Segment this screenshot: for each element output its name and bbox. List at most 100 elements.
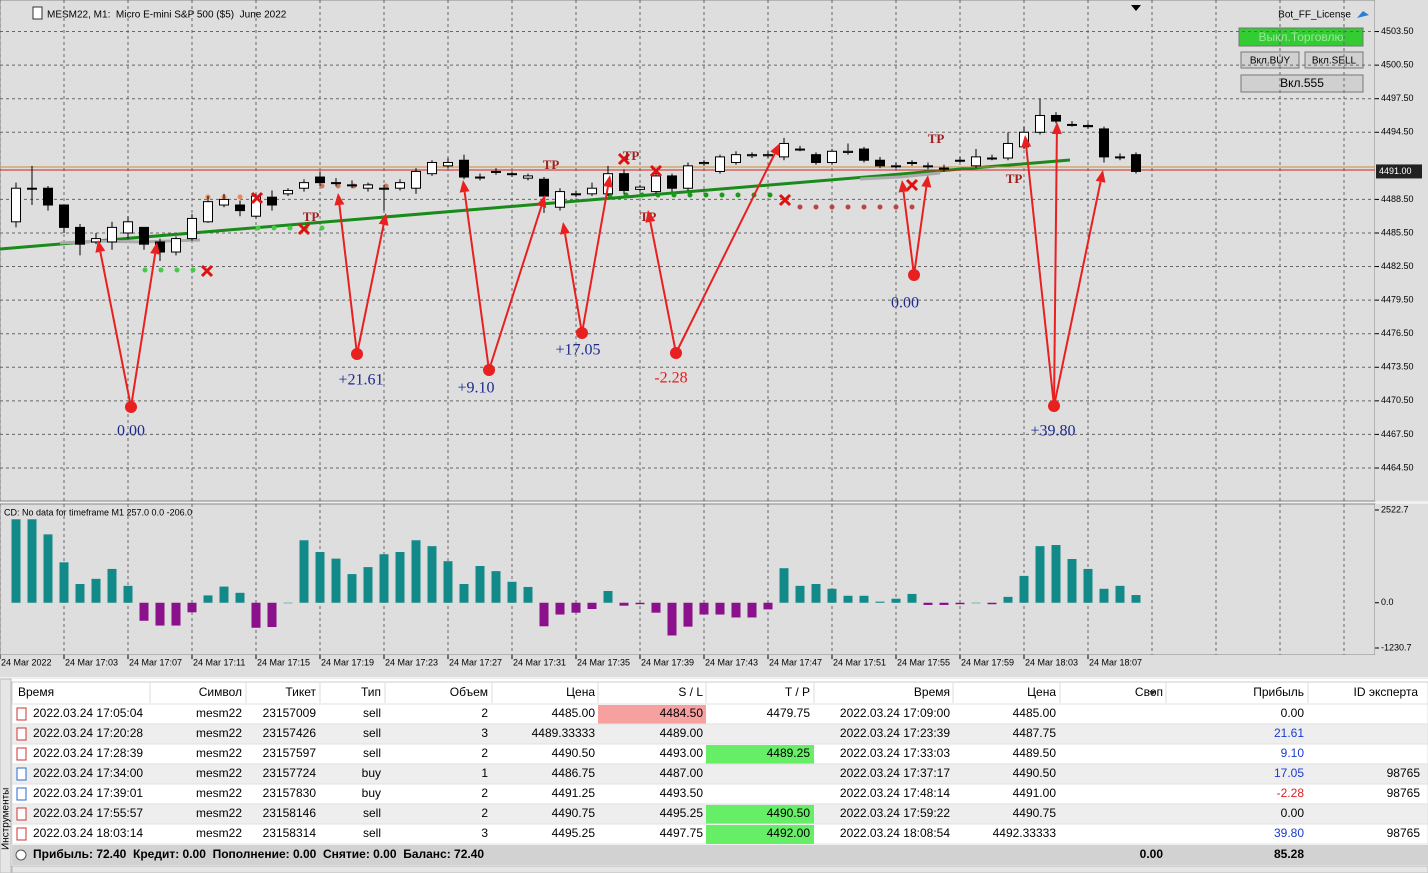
row-icon	[16, 787, 27, 801]
candle-body	[891, 165, 901, 168]
table-cell: mesm22	[196, 826, 242, 840]
shift-marker	[1131, 5, 1141, 11]
y-tick-label: 4464.50	[1381, 462, 1414, 472]
candle-body	[283, 189, 293, 195]
table-cell: 3	[481, 826, 488, 840]
trade-dot	[908, 269, 920, 281]
histogram-bar	[11, 519, 21, 603]
table-cell: 4489.00	[660, 726, 704, 740]
candle-body	[1099, 128, 1109, 158]
candle-body	[1131, 154, 1141, 172]
histogram-bar	[1131, 595, 1141, 603]
table-cell: 4490.50	[767, 806, 811, 820]
button-label[interactable]: Вкл.BUY	[1250, 56, 1291, 67]
candle-body	[763, 154, 773, 157]
table-cell: 2022.03.24 17:48:14	[840, 786, 950, 800]
table-cell: mesm22	[196, 806, 242, 820]
close-marker	[617, 152, 631, 166]
candle-body	[875, 159, 885, 167]
table-cell: 2022.03.24 17:09:00	[840, 706, 950, 720]
signal-dot	[719, 192, 725, 198]
profit-label: 0.00	[891, 295, 919, 312]
candle-body	[859, 148, 869, 161]
histogram-bar	[811, 584, 821, 603]
arrow-head	[536, 195, 547, 208]
button-label[interactable]: Вкл.555	[1280, 76, 1324, 90]
histogram-bar	[651, 602, 661, 613]
histogram-bar	[1115, 585, 1125, 603]
candle-body	[667, 175, 677, 189]
time-label: 24 Mar 17:19	[321, 657, 374, 667]
tp-marker: TP	[1006, 171, 1023, 186]
row-icon	[16, 827, 27, 841]
candle-body	[795, 148, 805, 151]
candle-body	[747, 154, 757, 157]
candle-body	[523, 175, 533, 179]
y-tick-label: 4473.50	[1381, 362, 1414, 372]
histogram-bar	[75, 584, 85, 603]
side-tab[interactable]: Инструменты	[1, 788, 12, 850]
candle-body	[235, 204, 245, 212]
table-cell: 2022.03.24 17:37:17	[840, 766, 950, 780]
close-marker	[778, 193, 792, 207]
candle-body	[299, 182, 309, 189]
table-cell: 23157597	[263, 746, 317, 760]
histogram-bar	[683, 602, 693, 627]
histogram-bar	[555, 602, 565, 615]
histogram-bar	[571, 602, 581, 613]
trend-line	[0, 158, 1071, 251]
trade-arrow	[581, 186, 609, 334]
table-cell: 2022.03.24 17:34:00	[33, 766, 143, 780]
table-cell: 23158146	[263, 806, 317, 820]
indicator-axis	[1375, 504, 1428, 655]
signal-dot	[639, 192, 645, 198]
table-cell: 4489.50	[1013, 746, 1057, 760]
histogram-bar	[587, 602, 597, 610]
trade-arrow	[130, 253, 157, 408]
table-cell: 2022.03.24 17:23:39	[840, 726, 950, 740]
histogram-bar	[747, 602, 757, 618]
table-cell: 4489.25	[767, 746, 811, 760]
table-cell: 4485.00	[552, 706, 596, 720]
time-label: 24 Mar 18:03	[1025, 657, 1078, 667]
button-label[interactable]: Вкл.SELL	[1312, 56, 1357, 67]
expert-icon	[1357, 11, 1369, 18]
button[interactable]	[1238, 27, 1364, 47]
candle-body	[171, 238, 181, 253]
price-panel	[0, 0, 1376, 502]
histogram-bar	[91, 578, 101, 603]
trade-arrow	[99, 251, 132, 408]
candle-body	[107, 226, 117, 243]
histogram-bar	[155, 602, 165, 626]
column-header: S / L	[678, 685, 703, 699]
table-cell: 0.00	[1281, 706, 1305, 720]
button[interactable]	[1240, 74, 1364, 93]
table-cell: 21.61	[1274, 726, 1304, 740]
histogram-bar	[507, 581, 517, 603]
button[interactable]	[1240, 51, 1300, 69]
table-cell: 4495.25	[552, 826, 596, 840]
histogram-bar	[379, 554, 389, 603]
histogram-bar	[315, 552, 325, 603]
table-cell: 39.80	[1274, 826, 1304, 840]
trade-dot	[670, 347, 682, 359]
table-cell: 23157830	[263, 786, 317, 800]
signal-dot	[671, 192, 677, 198]
button[interactable]	[1304, 51, 1364, 69]
candle-body	[811, 154, 821, 163]
histogram-bar	[331, 558, 341, 603]
arrow-head	[602, 175, 613, 188]
histogram-bar	[251, 602, 261, 628]
signal-dot	[271, 225, 277, 231]
time-label: 24 Mar 17:35	[577, 657, 630, 667]
button-label[interactable]: Выкл.Торговлю	[1259, 30, 1344, 44]
histogram-bar	[667, 602, 677, 636]
table-cell: 4491.25	[552, 786, 596, 800]
histogram-bar	[619, 602, 629, 606]
trade-dot	[483, 364, 495, 376]
trade-arrow	[675, 153, 776, 354]
time-label: 24 Mar 17:47	[769, 657, 822, 667]
time-label: 24 Mar 17:31	[513, 657, 566, 667]
close-marker	[905, 178, 919, 192]
